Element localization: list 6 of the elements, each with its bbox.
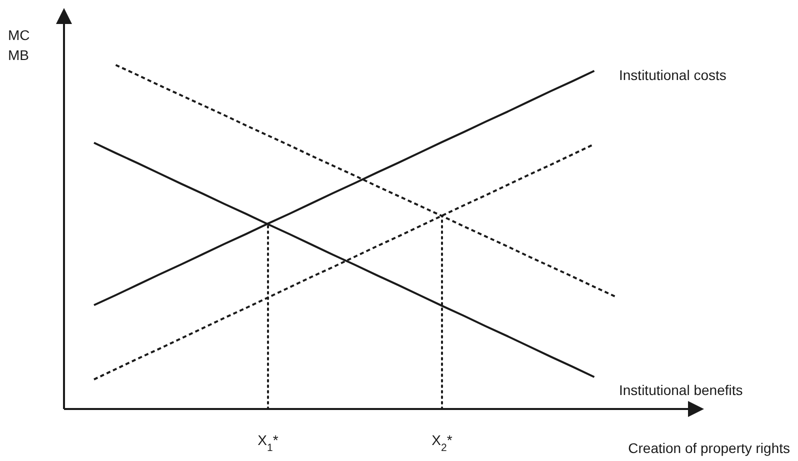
annotation: Institutional benefits [619, 382, 743, 398]
y-axis-title: MC MB [8, 27, 30, 63]
x-tick-label: X$_{2}$* [432, 432, 453, 454]
annotation: Institutional costs [619, 67, 726, 83]
x-axis-title: Creation of property rights [628, 440, 790, 456]
x-tick-label: X$_{1}$* [258, 432, 279, 454]
